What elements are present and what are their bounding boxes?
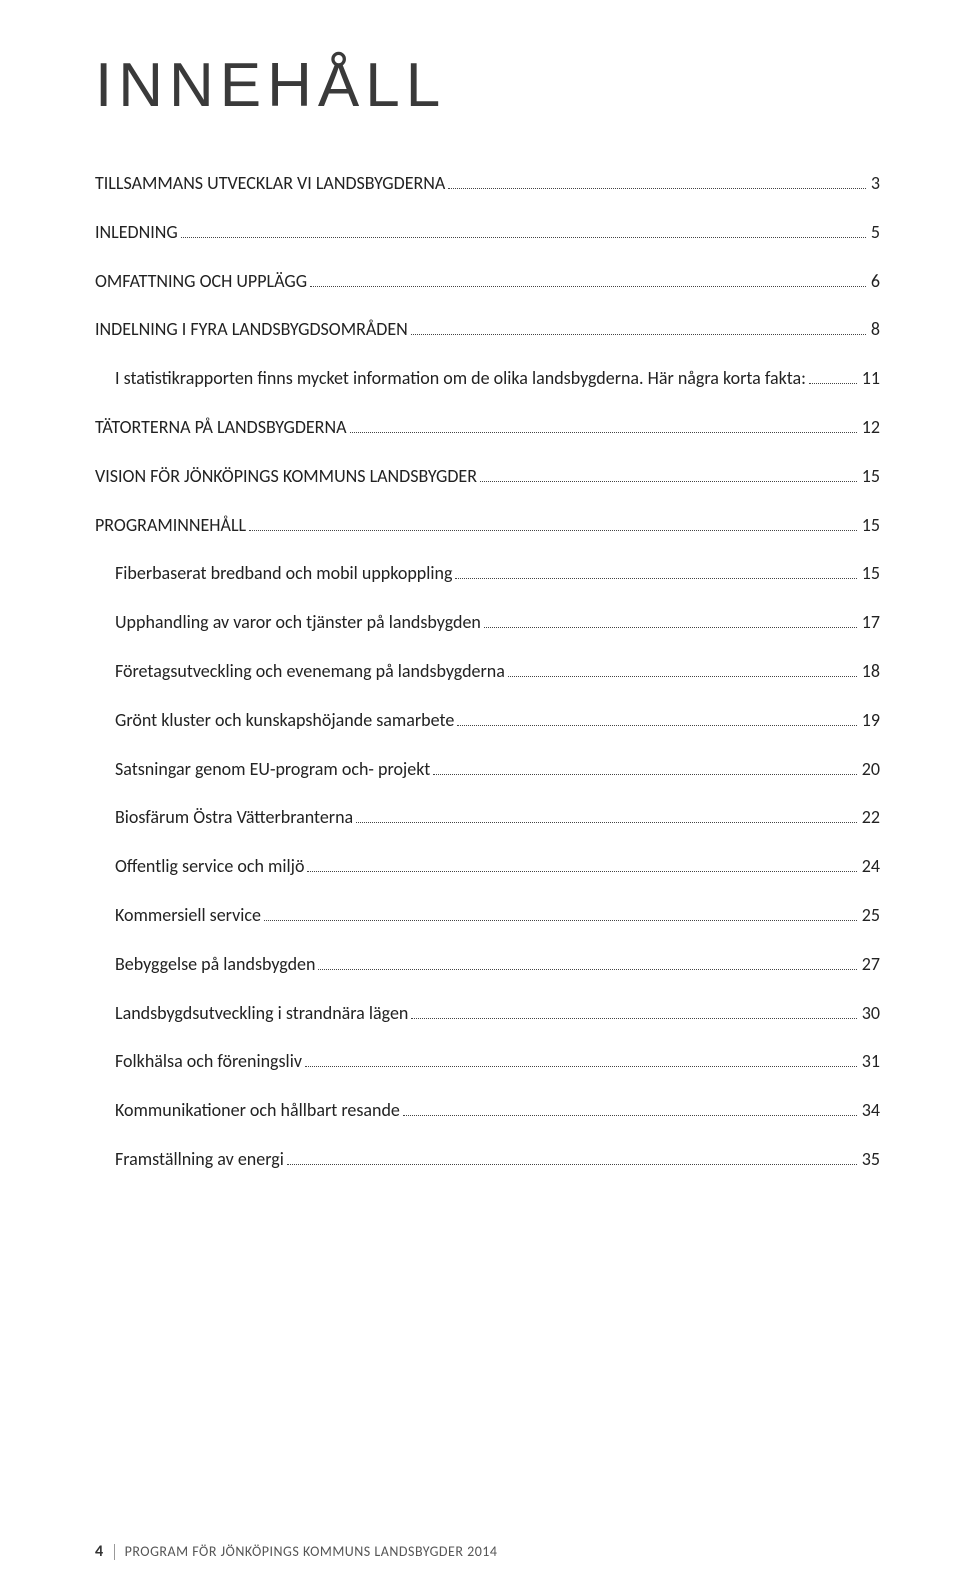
toc-leader-dots: [411, 1004, 856, 1018]
toc-leader-dots: [350, 419, 857, 433]
toc-label: Framställning av energi: [115, 1145, 284, 1174]
footer-separator: [114, 1544, 115, 1560]
toc-entry: Biosfärum Östra Vätterbranterna 22: [95, 803, 880, 832]
toc-leader-dots: [411, 321, 866, 335]
toc-entry: OMFATTNING OCH UPPLÄGG 6: [95, 267, 880, 296]
toc-entry: TILLSAMMANS UTVECKLAR VI LANDSBYGDERNA 3: [95, 169, 880, 198]
toc-leader-dots: [356, 809, 857, 823]
toc-leader-dots: [305, 1053, 857, 1067]
toc-page-number: 15: [860, 462, 880, 491]
toc-label: Grönt kluster och kunskapshöjande samarb…: [115, 706, 454, 735]
toc-leader-dots: [249, 516, 857, 530]
toc-entry: Kommunikationer och hållbart resande 34: [95, 1096, 880, 1125]
toc-leader-dots: [809, 370, 857, 384]
toc-page-number: 12: [860, 413, 880, 442]
toc-page-number: 3: [869, 169, 880, 198]
toc-label: Folkhälsa och föreningsliv: [115, 1047, 302, 1076]
toc-leader-dots: [181, 223, 866, 237]
toc-entry: Bebyggelse på landsbygden 27: [95, 950, 880, 979]
toc-leader-dots: [403, 1102, 857, 1116]
toc-page-number: 11: [860, 364, 880, 393]
toc-page-number: 34: [860, 1096, 880, 1125]
toc-entry: Framställning av energi 35: [95, 1145, 880, 1174]
toc-leader-dots: [480, 467, 857, 481]
toc-leader-dots: [508, 663, 857, 677]
toc-entry: Offentlig service och miljö 24: [95, 852, 880, 881]
toc-page-number: 35: [860, 1145, 880, 1174]
toc-entry: Landsbygdsutveckling i strandnära lägen …: [95, 999, 880, 1028]
toc-entry: Fiberbaserat bredband och mobil uppkoppl…: [95, 559, 880, 588]
toc-page-number: 8: [869, 315, 880, 344]
footer-text: PROGRAM FÖR JÖNKÖPINGS KOMMUNS LANDSBYGD…: [125, 1543, 498, 1560]
toc-label: TÄTORTERNA PÅ LANDSBYGDERNA: [95, 413, 347, 442]
toc-entry: Folkhälsa och föreningsliv 31: [95, 1047, 880, 1076]
toc-entry: Satsningar genom EU-program och- projekt…: [95, 755, 880, 784]
toc-page-number: 15: [860, 511, 880, 540]
toc-entry: PROGRAMINNEHÅLL 15: [95, 511, 880, 540]
toc-page-number: 22: [860, 803, 880, 832]
toc-label: VISION FÖR JÖNKÖPINGS KOMMUNS LANDSBYGDE…: [95, 462, 477, 491]
toc-label: Bebyggelse på landsbygden: [115, 950, 315, 979]
toc-label: Kommunikationer och hållbart resande: [115, 1096, 400, 1125]
toc-page-number: 15: [860, 559, 880, 588]
toc-leader-dots: [457, 711, 856, 725]
toc-leader-dots: [318, 955, 856, 969]
toc-leader-dots: [433, 760, 856, 774]
toc-label: Satsningar genom EU-program och- projekt: [115, 755, 430, 784]
footer-page-number: 4: [95, 1542, 104, 1561]
toc-label: Biosfärum Östra Vätterbranterna: [115, 803, 353, 832]
toc-label: INDELNING I FYRA LANDSBYGDSOMRÅDEN: [95, 315, 408, 344]
toc-label: Kommersiell service: [115, 901, 261, 930]
toc-page-number: 18: [860, 657, 880, 686]
document-page: INNEHÅLL TILLSAMMANS UTVECKLAR VI LANDSB…: [0, 0, 960, 1595]
toc-leader-dots: [310, 272, 866, 286]
toc-label: Offentlig service och miljö: [115, 852, 304, 881]
toc-entry: INDELNING I FYRA LANDSBYGDSOMRÅDEN 8: [95, 315, 880, 344]
toc-page-number: 20: [860, 755, 880, 784]
toc-label: PROGRAMINNEHÅLL: [95, 511, 246, 540]
toc-entry: Grönt kluster och kunskapshöjande samarb…: [95, 706, 880, 735]
toc-label: OMFATTNING OCH UPPLÄGG: [95, 267, 307, 296]
toc-leader-dots: [287, 1151, 857, 1165]
toc-entry: TÄTORTERNA PÅ LANDSBYGDERNA 12: [95, 413, 880, 442]
toc-label: Landsbygdsutveckling i strandnära lägen: [115, 999, 408, 1028]
toc-entry: Upphandling av varor och tjänster på lan…: [95, 608, 880, 637]
toc-label: I statistikrapporten finns mycket inform…: [115, 364, 806, 393]
toc-page-number: 27: [860, 950, 880, 979]
toc-page-number: 30: [860, 999, 880, 1028]
toc-page-number: 25: [860, 901, 880, 930]
table-of-contents: TILLSAMMANS UTVECKLAR VI LANDSBYGDERNA 3…: [95, 169, 880, 1174]
toc-page-number: 17: [860, 608, 880, 637]
toc-page-number: 31: [860, 1047, 880, 1076]
toc-page-number: 19: [860, 706, 880, 735]
toc-leader-dots: [264, 907, 857, 921]
toc-label: Upphandling av varor och tjänster på lan…: [115, 608, 481, 637]
toc-leader-dots: [448, 175, 866, 189]
toc-page-number: 6: [869, 267, 880, 296]
toc-entry: Företagsutveckling och evenemang på land…: [95, 657, 880, 686]
toc-entry: Kommersiell service 25: [95, 901, 880, 930]
toc-leader-dots: [455, 565, 856, 579]
toc-label: TILLSAMMANS UTVECKLAR VI LANDSBYGDERNA: [95, 169, 445, 198]
toc-entry: INLEDNING 5: [95, 218, 880, 247]
page-title: INNEHÅLL: [95, 50, 880, 121]
toc-entry: VISION FÖR JÖNKÖPINGS KOMMUNS LANDSBYGDE…: [95, 462, 880, 491]
toc-label: INLEDNING: [95, 218, 178, 247]
page-footer: 4 PROGRAM FÖR JÖNKÖPINGS KOMMUNS LANDSBY…: [95, 1542, 498, 1561]
toc-label: Fiberbaserat bredband och mobil uppkoppl…: [115, 559, 452, 588]
toc-leader-dots: [484, 614, 857, 628]
toc-page-number: 24: [860, 852, 880, 881]
toc-leader-dots: [307, 858, 856, 872]
toc-page-number: 5: [869, 218, 880, 247]
toc-label: Företagsutveckling och evenemang på land…: [115, 657, 505, 686]
toc-entry: I statistikrapporten finns mycket inform…: [95, 364, 880, 393]
